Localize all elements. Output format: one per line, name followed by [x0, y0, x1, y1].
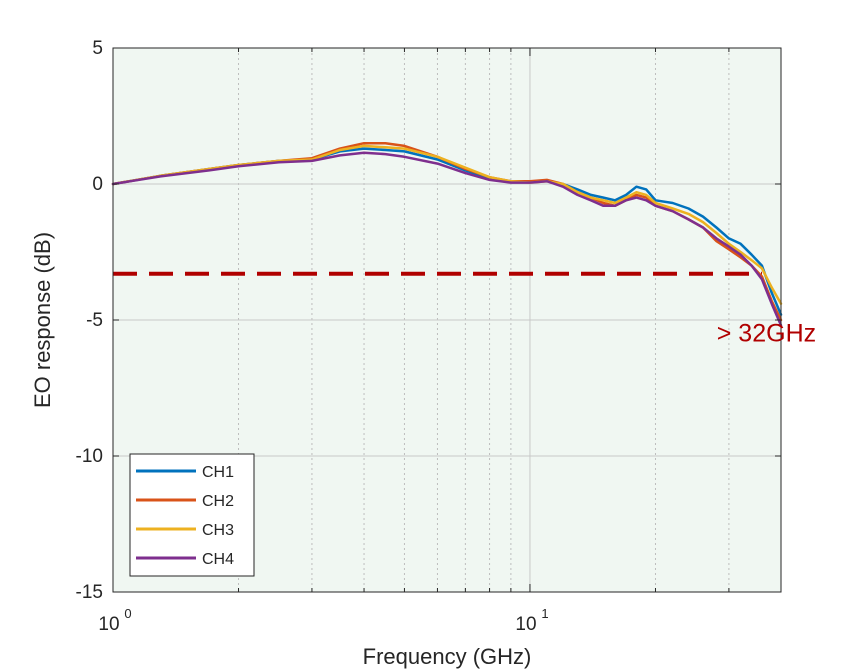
y-axis-label: EO response (dB) [30, 232, 55, 408]
series-layer [111, 141, 783, 327]
y-tick-label: 5 [92, 38, 103, 59]
legend-box [129, 453, 255, 577]
y-tick-label: -5 [86, 310, 103, 331]
annotation-label: > 32GHz [717, 320, 816, 348]
x-tick-label: 10 [515, 614, 536, 635]
y-tick-label: -10 [76, 446, 103, 467]
legend-label-ch2: CH2 [202, 493, 234, 510]
x-tick-label: 10 [98, 614, 119, 635]
series-line-ch4 [111, 151, 783, 327]
x-tick-exponent: 1 [541, 606, 548, 621]
legend-label-ch4: CH4 [202, 551, 234, 568]
y-tick-label: -15 [76, 582, 103, 603]
series-line-ch3 [111, 144, 783, 305]
x-tick-exponent: 0 [124, 606, 131, 621]
legend-label-ch1: CH1 [202, 464, 234, 481]
legend: CH1 CH2 CH3 CH4 [129, 453, 255, 577]
x-axis-label: Frequency (GHz) [363, 644, 532, 669]
axis-ticks: 5 0 -5 -10 -15 10 0 10 1 [76, 38, 782, 635]
y-tick-label: 0 [92, 174, 103, 195]
legend-label-ch3: CH3 [202, 522, 234, 539]
